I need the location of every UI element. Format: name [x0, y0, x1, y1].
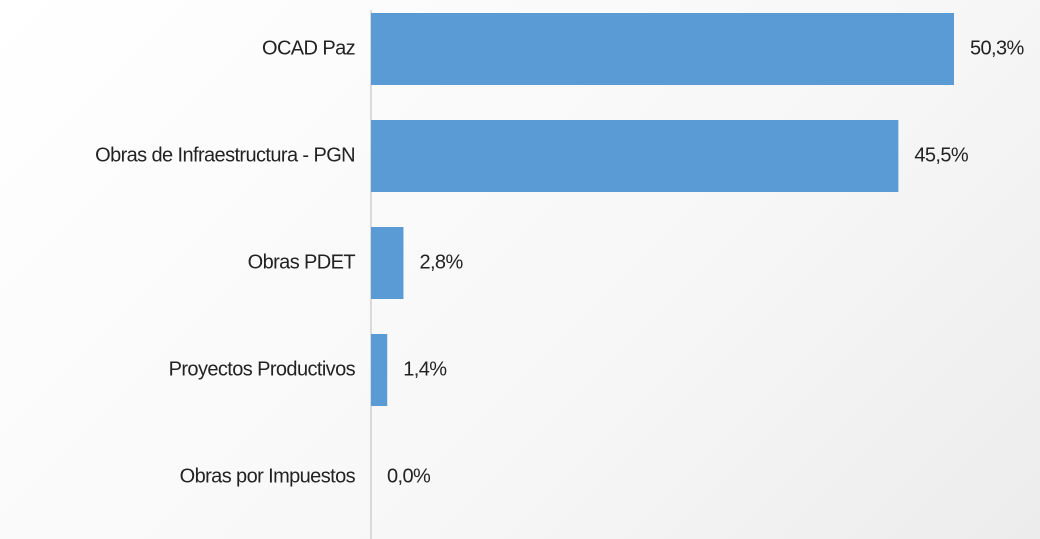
- value-label: 1,4%: [403, 358, 447, 380]
- bar: [371, 227, 404, 299]
- value-label: 45,5%: [914, 144, 969, 166]
- category-label: Obras por Impuestos: [180, 465, 356, 487]
- category-label: Obras de Infraestructura - PGN: [95, 144, 355, 166]
- bar: [371, 334, 388, 406]
- value-label: 50,3%: [970, 37, 1025, 59]
- bar: [371, 120, 899, 192]
- category-label: Obras PDET: [248, 251, 356, 273]
- value-label: 0,0%: [387, 465, 431, 487]
- category-label: OCAD Paz: [262, 37, 355, 59]
- value-label: 2,8%: [419, 251, 463, 273]
- category-label: Proyectos Productivos: [169, 358, 356, 380]
- bar: [371, 13, 954, 85]
